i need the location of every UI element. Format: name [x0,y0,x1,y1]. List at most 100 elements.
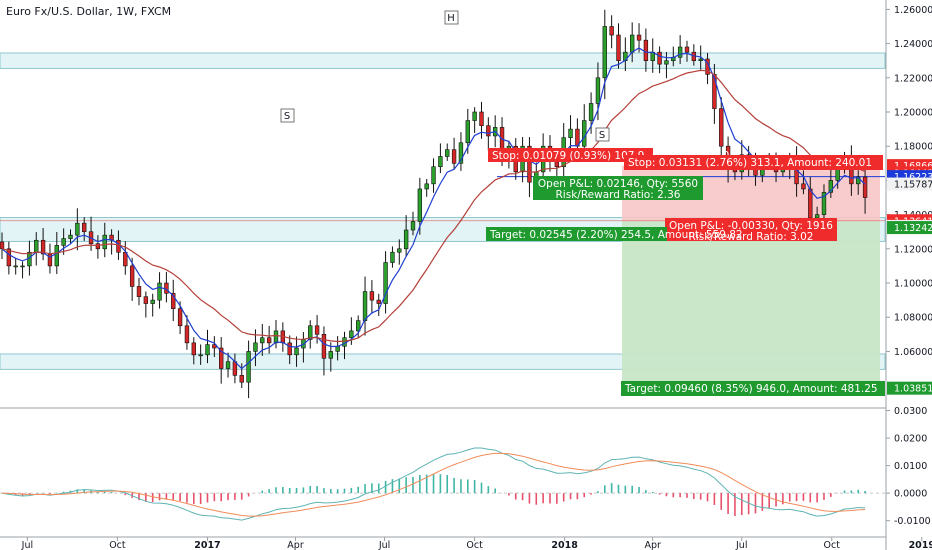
candle-body [862,176,868,198]
candle-body [219,347,224,369]
pnl-label-1: Open P&L: 0.02146, Qty: 5560 [538,178,698,190]
candle-body [403,229,409,250]
candle-body [335,345,340,352]
candle-body [13,265,18,268]
target-label-1: Target: 0.02545 (2.20%) 254.5, Amount: 5… [489,229,743,241]
macd-tick-label: 0.0200 [894,434,927,445]
candle-body [294,347,299,356]
candle-body [6,248,12,267]
candle-body [616,34,621,62]
candle-body [451,149,457,164]
shoulder-left-label: S [284,111,290,122]
candle-body [677,46,683,58]
candle-body [630,34,635,53]
candle-body [582,120,587,147]
candle-body [486,125,491,137]
candle-body [362,291,368,321]
candle-body [20,265,25,268]
candle-body [801,183,806,190]
candle-body [260,337,265,344]
candle-body [61,238,66,246]
macd-tick-label: -0.0100 [894,516,931,527]
shoulder-left-label-box [280,108,295,123]
macd-tick-label: 0.0100 [894,461,927,472]
shoulder-right-label: S [599,130,605,141]
stop-label-2: Stop: 0.03131 (2.76%) 313.1, Amount: 240… [628,157,872,169]
price-tick-label: 1.10000 [894,279,932,290]
candle-body [266,337,272,344]
head-label: H [447,13,455,24]
candle-body [239,375,244,383]
price-tick-label: 1.20000 [894,108,932,119]
candle-body [568,128,573,138]
price-tick-label: 1.06000 [894,347,932,358]
price-tick-label: 1.08000 [894,313,932,324]
shoulder-right-label-box [595,127,610,142]
candle-body [424,183,429,190]
time-tick-label: Apr [644,540,661,550]
candle-body [479,111,484,126]
time-tick-label: Oct [824,540,841,550]
candle-body [246,351,251,383]
pnl-label-1: Risk/Reward Ratio: 2.36 [556,189,681,201]
target-label-2-bg [621,381,885,396]
candle-body [458,142,464,164]
candle-body [171,292,176,309]
candle-body [698,58,703,62]
candle-body [684,46,690,53]
candle-body [643,39,649,62]
candle-body [129,265,135,287]
candle-body [82,222,87,233]
time-tick-label: 2018 [551,540,578,550]
candle-body [376,299,381,304]
candle-body [102,234,107,250]
candle-body [719,108,724,147]
candle-body [657,51,662,65]
candle-body [417,188,423,222]
candle-body [814,214,820,219]
ema-fast-line [1,47,866,370]
price-label: 1.13242 [894,223,932,234]
candle-body [191,342,196,356]
candle-body [527,145,532,183]
time-tick-label: Apr [287,540,304,550]
pnl-label-2: Risk/Reward Ratio: 3.02 [689,231,814,243]
candle-body [0,241,5,250]
candle-body [349,330,354,339]
time-tick-label: Jul [378,540,390,550]
candle-body [465,120,470,144]
pnl-label-2: Open P&L: -0.00330, Qty: 1916 [669,220,833,232]
candle-body [397,248,402,253]
candle-body [314,325,320,335]
price-label: 1.15787 [894,180,932,191]
candle-body [856,176,861,185]
candle-body [157,282,162,301]
price-tick-label: 1.26000 [894,5,932,16]
candle-body [253,342,258,352]
candle-body [636,34,642,41]
candle-body [431,166,436,185]
candle-body [595,77,601,104]
candle-body [321,334,327,359]
macd-tick-label: 0.0300 [894,406,927,417]
candle-body [356,320,361,332]
pnl-label-1-bg [533,176,703,200]
candle-body [198,354,203,357]
candle-body [225,361,231,369]
candle-body [54,245,59,267]
candle-body [116,239,121,253]
macd-line [1,447,866,521]
candle-body [95,243,101,250]
candle-body [664,60,669,65]
candle-body [383,262,388,304]
price-label-bg [887,381,932,395]
candle-body [369,291,375,301]
price-label-bg [887,221,932,235]
chart-title: Euro Fx/U.S. Dollar, 1W, FXCM [6,5,172,18]
time-tick-label: Oct [109,540,126,550]
candle-body [68,234,73,239]
candle-body [75,222,80,236]
candle-body [273,330,279,344]
price-label-bg [887,177,932,191]
